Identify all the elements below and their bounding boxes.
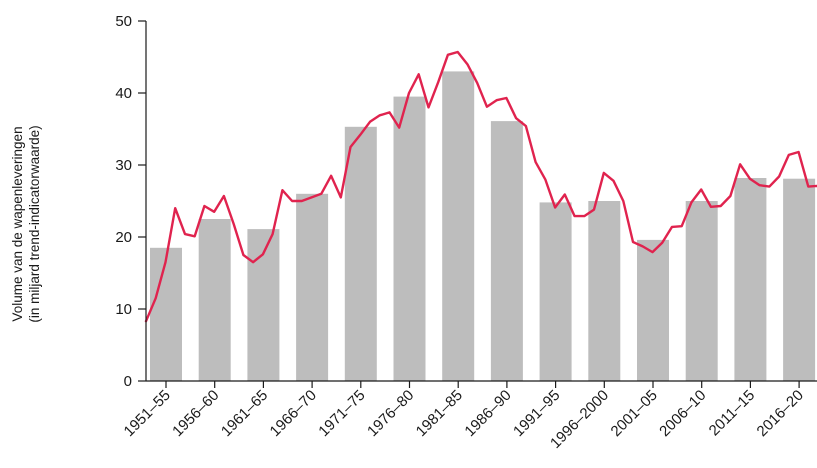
- bar-11: [685, 201, 718, 381]
- y-tick-label: 40: [115, 85, 132, 102]
- bar-7: [490, 121, 523, 381]
- y-axis-title-line-1: Volume van de wapenleveringen: [10, 126, 25, 321]
- x-tick-label: 2011–15: [706, 387, 759, 440]
- x-tick-label: 1986–90: [461, 387, 514, 440]
- x-tick-label: 2016–20: [754, 387, 807, 440]
- bar-12: [734, 178, 767, 381]
- y-tick-label: 30: [115, 157, 132, 174]
- bar-13: [783, 178, 816, 381]
- x-tick-label: 1971–75: [315, 387, 368, 440]
- y-axis-title-line-2: (in miljard trend-indicatorwaarde): [27, 125, 42, 322]
- bar-0: [150, 247, 182, 381]
- x-tick-label: 1961–65: [218, 387, 271, 440]
- bar-1: [198, 219, 231, 381]
- x-tick-label: 1976–80: [364, 387, 417, 440]
- bar-5: [393, 96, 426, 381]
- y-tick-label: 10: [115, 301, 132, 318]
- y-tick-label: 0: [124, 373, 132, 390]
- bar-8: [539, 202, 572, 381]
- line-layer: [144, 50, 817, 323]
- y-axis-title: Volume van de wapenleveringen (in miljar…: [10, 125, 42, 322]
- bar-3: [296, 193, 329, 381]
- y-tick-label: 20: [115, 229, 132, 246]
- x-tick-label: 1956–60: [169, 387, 222, 440]
- x-tick-label: 2001–05: [608, 387, 661, 440]
- bar-6: [442, 71, 475, 382]
- bar-4: [344, 126, 377, 381]
- annual-series-line: [144, 50, 817, 323]
- x-tick-label: 1981–85: [413, 387, 466, 440]
- x-tick-label: 2006–10: [656, 387, 709, 440]
- y-tick-label: 50: [115, 13, 132, 30]
- x-tick-label: 1951–55: [121, 387, 174, 440]
- bar-10: [637, 239, 669, 381]
- x-tick-label: 1966–70: [267, 387, 320, 440]
- bars-layer: [150, 71, 816, 382]
- bar-9: [588, 201, 621, 381]
